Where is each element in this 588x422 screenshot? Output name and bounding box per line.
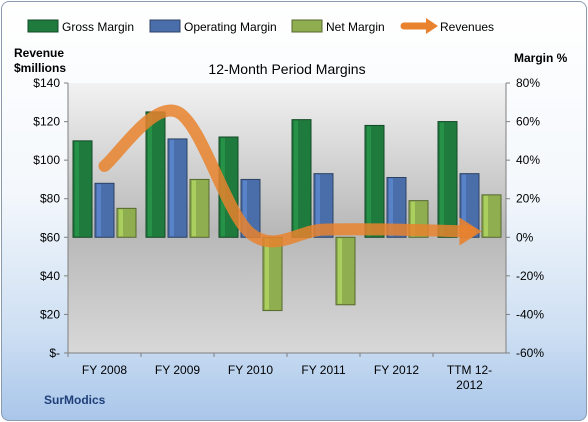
x-tick-label: FY 2008 xyxy=(82,363,127,377)
right-tick-label: 60% xyxy=(516,115,540,129)
right-tick-label: 20% xyxy=(516,192,540,206)
left-tick-label: $20 xyxy=(40,307,60,321)
x-tick-label: TTM 12- xyxy=(447,363,492,377)
revenues-line xyxy=(98,104,476,248)
x-tick-label: FY 2011 xyxy=(301,363,346,377)
x-tick-label: FY 2009 xyxy=(155,363,200,377)
legend-swatch-net-margin xyxy=(291,19,323,33)
x-tick-label: FY 2010 xyxy=(228,363,273,377)
legend-swatch-operating-margin xyxy=(149,19,181,33)
bar-highlight xyxy=(338,238,342,304)
left-tick-label: $140 xyxy=(33,76,60,90)
right-tick-label: -60% xyxy=(516,346,544,360)
bar-highlight xyxy=(367,126,371,237)
legend-label-operating-margin: Operating Margin xyxy=(184,20,277,34)
left-tick-label: $80 xyxy=(40,192,60,206)
right-tick-label: 40% xyxy=(516,153,540,167)
legend-label-revenues: Revenues xyxy=(440,20,494,34)
bar-highlight xyxy=(75,141,79,237)
left-tick-label: $40 xyxy=(40,269,60,283)
right-tick-label: 0% xyxy=(516,230,534,244)
left-tick-label: $100 xyxy=(33,153,60,167)
bar-highlight xyxy=(440,122,444,237)
bar-highlight xyxy=(192,180,196,237)
right-tick-label: -40% xyxy=(516,307,544,321)
company-name: SurModics xyxy=(44,393,106,407)
bar-highlight xyxy=(170,139,174,237)
right-tick-label: -20% xyxy=(516,269,544,283)
bar-highlight xyxy=(294,120,298,237)
legend-swatch-gross-margin xyxy=(27,19,59,33)
x-tick-label: FY 2012 xyxy=(374,363,419,377)
left-axis-title-line1: Revenue xyxy=(14,46,64,60)
left-tick-label: $120 xyxy=(33,115,60,129)
left-tick-label: $- xyxy=(49,346,60,360)
right-axis-title: Margin % xyxy=(514,51,568,65)
bar-highlight xyxy=(148,112,152,237)
bar-highlight xyxy=(411,201,415,237)
chart-title: 12-Month Period Margins xyxy=(208,61,365,77)
bar-highlight xyxy=(462,174,466,237)
bar-highlight xyxy=(389,178,393,237)
bar-highlight xyxy=(119,209,123,237)
bar-highlight xyxy=(484,195,488,237)
legend-arrow-revenues xyxy=(426,18,438,34)
legend-label-net-margin: Net Margin xyxy=(326,20,385,34)
bar-highlight xyxy=(97,184,101,237)
right-tick-label: 80% xyxy=(516,76,540,90)
left-axis-title-line2: $millions xyxy=(14,61,66,75)
left-tick-label: $60 xyxy=(40,230,60,244)
bar-highlight xyxy=(243,180,247,237)
x-tick-label: 2012 xyxy=(456,378,483,392)
legend-label-gross-margin: Gross Margin xyxy=(62,20,134,34)
bar-highlight xyxy=(265,238,269,310)
revenues-arrowhead xyxy=(459,217,482,246)
bar-highlight xyxy=(316,174,320,237)
